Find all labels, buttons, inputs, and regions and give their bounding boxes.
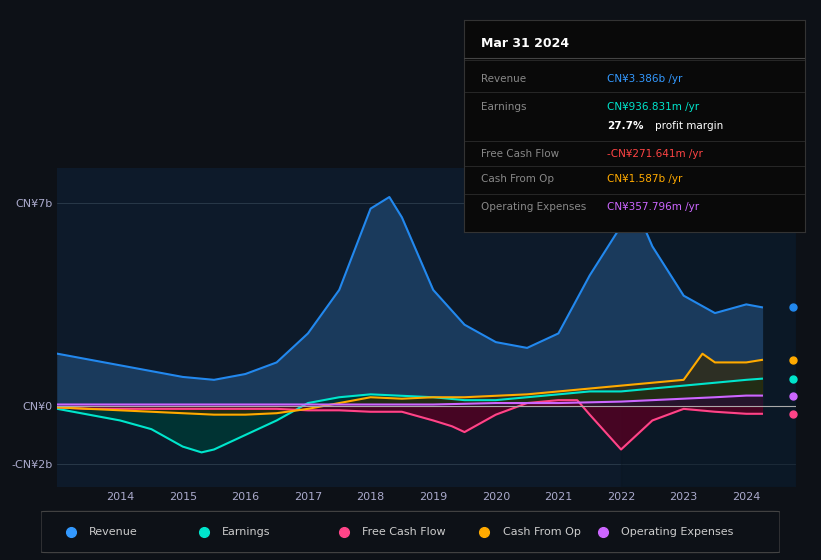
Text: Free Cash Flow: Free Cash Flow bbox=[481, 148, 559, 158]
Text: Earnings: Earnings bbox=[481, 102, 526, 112]
Text: CN¥357.796m /yr: CN¥357.796m /yr bbox=[607, 202, 699, 212]
Text: Cash From Op: Cash From Op bbox=[481, 174, 554, 184]
Text: Operating Expenses: Operating Expenses bbox=[621, 527, 733, 537]
Text: Mar 31 2024: Mar 31 2024 bbox=[481, 36, 569, 50]
Text: CN¥1.587b /yr: CN¥1.587b /yr bbox=[607, 174, 682, 184]
Text: Free Cash Flow: Free Cash Flow bbox=[363, 527, 446, 537]
Text: CN¥936.831m /yr: CN¥936.831m /yr bbox=[607, 102, 699, 112]
Text: Revenue: Revenue bbox=[89, 527, 138, 537]
Text: -CN¥271.641m /yr: -CN¥271.641m /yr bbox=[607, 148, 703, 158]
Text: 27.7%: 27.7% bbox=[607, 121, 644, 131]
Text: profit margin: profit margin bbox=[654, 121, 723, 131]
Text: Cash From Op: Cash From Op bbox=[502, 527, 580, 537]
Text: CN¥3.386b /yr: CN¥3.386b /yr bbox=[607, 74, 682, 84]
Text: Earnings: Earnings bbox=[222, 527, 271, 537]
Text: Revenue: Revenue bbox=[481, 74, 526, 84]
Bar bbox=[621, 168, 796, 487]
Text: Operating Expenses: Operating Expenses bbox=[481, 202, 586, 212]
